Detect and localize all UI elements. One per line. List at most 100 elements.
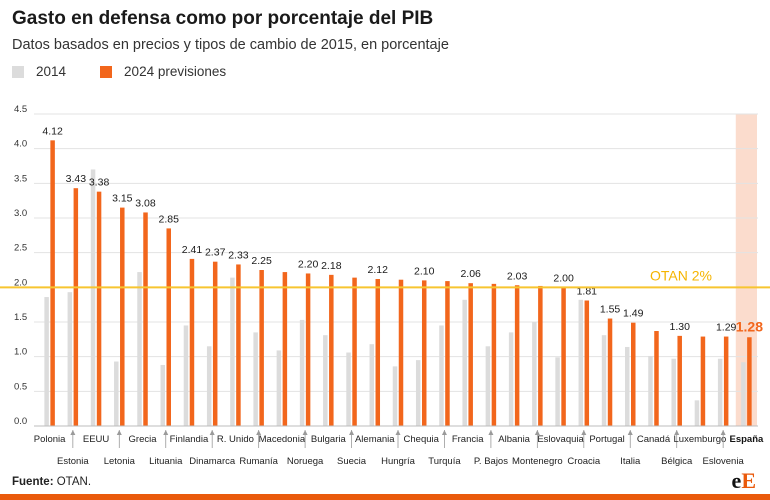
bar-2024 <box>329 274 334 426</box>
x-tick-label: Eslovenia <box>703 456 745 467</box>
x-tick-label: Luxemburgo <box>674 434 727 445</box>
bar-2014 <box>44 297 49 426</box>
data-label: 3.08 <box>135 197 156 209</box>
y-tick-label: 4.0 <box>14 139 27 150</box>
data-label: 2.20 <box>298 258 319 270</box>
data-label: 2.37 <box>205 247 226 259</box>
label-arrow <box>488 430 494 435</box>
x-tick-label: Hungría <box>381 456 416 467</box>
bar-2024 <box>96 191 102 426</box>
bar-2014 <box>694 400 700 426</box>
bar-2014 <box>741 362 746 426</box>
y-tick-label: 0.0 <box>14 416 27 427</box>
data-label: 2.12 <box>368 264 389 276</box>
y-tick-label: 1.0 <box>14 347 27 358</box>
label-arrow <box>627 430 633 435</box>
legend-item-2024: 2024 previsiones <box>100 64 226 79</box>
data-label: 2.25 <box>251 255 272 267</box>
data-label: 4.12 <box>42 125 63 137</box>
bar-2024 <box>631 322 636 426</box>
x-tick-label: Noruega <box>287 456 324 467</box>
x-tick-label: Albania <box>498 434 530 445</box>
data-label: 1.29 <box>716 322 737 334</box>
x-tick-label: Croacia <box>567 456 600 467</box>
data-label: 3.15 <box>112 193 133 205</box>
y-tick-label: 4.5 <box>14 104 27 115</box>
data-label: 2.41 <box>182 244 203 256</box>
bar-2014 <box>555 357 560 426</box>
x-tick-label: Alemania <box>355 434 395 445</box>
bar-2014 <box>299 319 305 426</box>
source-label: Fuente: <box>12 476 54 488</box>
y-tick-label: 2.5 <box>14 243 27 254</box>
bar-2014 <box>346 352 351 426</box>
x-tick-label: Eslovaquia <box>537 434 584 445</box>
y-tick-label: 0.5 <box>14 381 27 392</box>
bar-2014 <box>508 332 514 426</box>
x-tick-label: Bulgaria <box>311 434 347 445</box>
bar-2024 <box>561 287 566 426</box>
bar-2014 <box>137 272 142 426</box>
bar-2024 <box>538 285 543 426</box>
label-arrow <box>116 430 122 435</box>
bar-2024 <box>421 280 427 426</box>
data-label: 1.81 <box>577 286 598 298</box>
bar-2014 <box>578 299 584 426</box>
label-arrow <box>534 430 540 435</box>
y-tick-label: 2.0 <box>14 277 27 288</box>
label-arrow <box>674 430 680 435</box>
footer-accent-line <box>0 494 770 500</box>
x-tick-label: Canadá <box>637 434 671 445</box>
bar-2014 <box>160 364 165 426</box>
label-arrow <box>720 430 726 435</box>
data-label: 3.38 <box>89 177 110 189</box>
x-tick-label: Suecia <box>337 456 367 467</box>
bar-2014 <box>415 360 421 426</box>
source-value: OTAN. <box>56 476 92 488</box>
chart-subtitle: Datos basados en precios y tipos de camb… <box>12 37 449 53</box>
y-tick-label: 1.5 <box>14 312 27 323</box>
bar-2014 <box>717 358 723 426</box>
bar-2014 <box>90 169 96 426</box>
label-arrow <box>70 430 76 435</box>
y-tick-label: 3.5 <box>14 173 27 184</box>
label-arrow <box>163 430 169 435</box>
x-tick-label: Rumanía <box>239 456 278 467</box>
label-arrow <box>256 430 262 435</box>
x-tick-label: EEUU <box>83 434 110 445</box>
bar-2024 <box>514 285 520 426</box>
x-tick-label: Grecia <box>129 434 158 445</box>
bar-2024 <box>445 281 450 426</box>
bar-2014 <box>485 346 491 426</box>
bar-2014 <box>439 325 444 426</box>
x-tick-label: Bélgica <box>661 456 693 467</box>
bar-2024 <box>468 283 473 426</box>
x-tick-label: Letonia <box>104 456 136 467</box>
bar-2014 <box>230 277 235 426</box>
bar-2014 <box>671 358 676 426</box>
data-label: 1.55 <box>600 304 621 316</box>
x-tick-label: Lituania <box>149 456 183 467</box>
label-arrow <box>395 430 401 435</box>
bar-2014 <box>462 299 467 426</box>
bar-2014 <box>369 344 375 426</box>
bar-2014 <box>276 350 282 426</box>
legend-swatch-2024 <box>100 65 113 78</box>
bar-2014 <box>206 346 212 426</box>
bar-2024 <box>677 335 682 426</box>
label-arrow <box>581 430 587 435</box>
bar-2024 <box>212 261 218 426</box>
bar-2024 <box>305 273 311 426</box>
bar-2014 <box>648 355 653 426</box>
bar-2014 <box>323 335 328 426</box>
bar-2024 <box>259 270 264 426</box>
bar-2024 <box>73 188 79 426</box>
chart-title: Gasto en defensa como por porcentaje del… <box>12 8 434 29</box>
x-tick-label: Macedonia <box>259 434 306 445</box>
bar-2024 <box>143 212 148 426</box>
bar-2014 <box>114 361 119 426</box>
legend-label-2014: 2014 <box>36 64 67 79</box>
legend-swatch-2014 <box>12 65 24 78</box>
x-tick-label: Francia <box>452 434 484 445</box>
bar-2024 <box>607 318 613 426</box>
